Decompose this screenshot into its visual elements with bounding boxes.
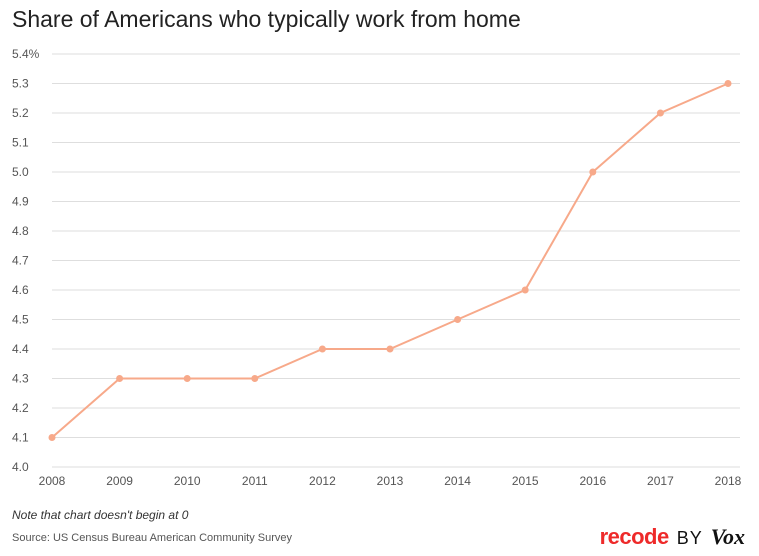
- data-point: [251, 375, 259, 382]
- y-tick-label: 5.3: [12, 77, 29, 91]
- y-tick-label: 5.2: [12, 106, 29, 120]
- y-tick-label: 4.0: [12, 460, 29, 474]
- y-tick-label: 4.2: [12, 401, 29, 415]
- data-point: [318, 345, 326, 353]
- source-text: Source: US Census Bureau American Commun…: [12, 532, 293, 544]
- y-tick-label: 5.1: [12, 136, 29, 150]
- x-tick-label: 2016: [579, 474, 606, 488]
- y-tick-label: 4.4: [12, 342, 29, 356]
- data-point: [589, 168, 597, 176]
- recode-logo: recode: [599, 524, 670, 549]
- x-tick-label: 2018: [715, 474, 742, 488]
- x-axis-ticks: 2008 2009 2010 2011 2012 2013 2014 2015 2016 2017…: [39, 474, 742, 488]
- y-tick-label: 4.9: [12, 195, 29, 209]
- data-point: [116, 375, 124, 382]
- brand-logo: recode BY Vox: [600, 524, 745, 550]
- data-points: [48, 80, 732, 441]
- x-tick-label: 2011: [242, 474, 268, 488]
- data-point: [48, 434, 56, 441]
- x-tick-label: 2014: [444, 474, 471, 488]
- grid-lines: [52, 53, 740, 468]
- y-tick-label: 4.7: [12, 254, 29, 268]
- data-point: [724, 80, 732, 87]
- x-tick-label: 2015: [512, 474, 539, 488]
- x-tick-label: 2017: [647, 474, 674, 488]
- vox-logo: Vox: [710, 524, 745, 549]
- y-tick-label: 4.1: [12, 431, 29, 445]
- line-chart: 4.0 4.1 4.2 4.3 4.4 4.5 4.6 4.7 4.8 4.9 5.0 5.1 5.2 5…: [12, 47, 742, 488]
- y-tick-label: 4.6: [12, 283, 29, 297]
- y-tick-label: 5.0: [12, 165, 29, 179]
- data-point: [454, 316, 462, 323]
- y-axis-ticks: 4.0 4.1 4.2 4.3 4.4 4.5 4.6 4.7 4.8 4.9 5.0 5.1 5.2 5…: [12, 47, 40, 474]
- brand-by: BY: [676, 528, 703, 548]
- x-tick-label: 2013: [377, 474, 404, 488]
- x-tick-label: 2008: [39, 474, 66, 488]
- data-point: [656, 109, 664, 117]
- data-point: [521, 286, 529, 294]
- x-tick-label: 2012: [309, 474, 336, 488]
- y-tick-label: 4.8: [12, 224, 29, 238]
- data-point: [183, 375, 191, 382]
- chart-title: Share of Americans who typically work fr…: [12, 6, 521, 32]
- chart-note: Note that chart doesn't begin at 0: [12, 508, 189, 522]
- data-point: [386, 345, 394, 353]
- y-tick-label: 4.5: [12, 313, 29, 327]
- x-tick-label: 2010: [174, 474, 201, 488]
- y-tick-label: 5.4%: [12, 47, 40, 61]
- y-tick-label: 4.3: [12, 372, 29, 386]
- x-tick-label: 2009: [106, 474, 133, 488]
